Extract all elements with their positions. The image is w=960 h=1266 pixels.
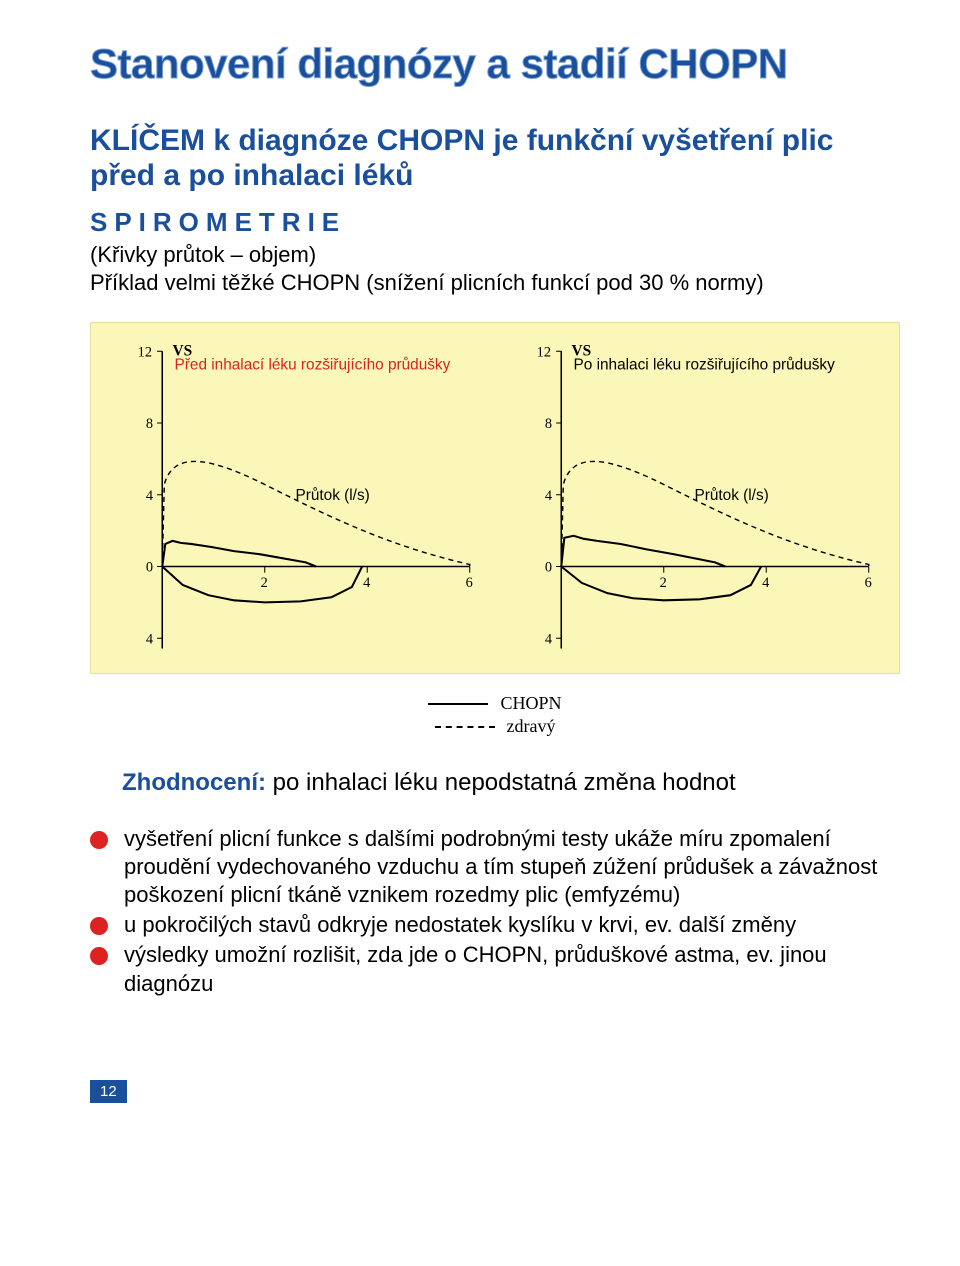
page-number: 12 xyxy=(90,1080,127,1103)
vs-label: VS xyxy=(173,342,193,359)
bullet-item: u pokročilých stavů odkryje nedostatek k… xyxy=(90,911,900,939)
y-ticks: 12 8 4 0 4 xyxy=(537,344,562,647)
assessment: Zhodnocení: po inhalaci léku nepodstatná… xyxy=(122,769,900,797)
x-ticks: 2 4 6 xyxy=(261,567,473,592)
chart-after: Po inhalaci léku rozšiřujícího průdušky … xyxy=(510,341,879,669)
lead-text: KLÍČEM k diagnóze CHOPN je funkční vyšet… xyxy=(90,124,900,193)
chopn-curve-upper xyxy=(162,541,316,567)
y-ticks: 12 8 4 0 4 xyxy=(138,344,163,647)
bullet-item: výsledky umožní rozlišit, zda jde o CHOP… xyxy=(90,941,900,997)
bullet-item: vyšetření plicní funkce s dalšími podrob… xyxy=(90,825,900,909)
chart-caption-after: Po inhalaci léku rozšiřujícího průdušky xyxy=(574,357,836,374)
legend-line-dashed xyxy=(435,726,495,728)
vs-label: VS xyxy=(572,342,592,359)
svg-text:0: 0 xyxy=(545,560,552,576)
legend-line-solid xyxy=(428,703,488,705)
flow-label: Průtok (l/s) xyxy=(695,487,769,504)
svg-text:4: 4 xyxy=(363,575,370,591)
svg-text:8: 8 xyxy=(146,416,153,432)
svg-text:6: 6 xyxy=(865,575,872,591)
svg-text:4: 4 xyxy=(146,488,153,504)
curves-label: (Křivky průtok – objem) xyxy=(90,242,900,268)
example-text: Příklad velmi těžké CHOPN (snížení plicn… xyxy=(90,270,900,296)
svg-text:4: 4 xyxy=(762,575,769,591)
page-title: Stanovení diagnózy a stadií CHOPN xyxy=(90,40,900,88)
x-ticks: 2 4 6 xyxy=(660,567,872,592)
chart-before: Před inhalací léku rozšiřujícího průdušk… xyxy=(111,341,480,669)
chopn-curve-upper xyxy=(561,536,725,567)
chart-caption-before: Před inhalací léku rozšiřujícího průdušk… xyxy=(175,357,451,374)
chart-container: Před inhalací léku rozšiřujícího průdušk… xyxy=(90,322,900,674)
assessment-label: Zhodnocení: xyxy=(122,769,266,796)
assessment-text: po inhalaci léku nepodstatná změna hodno… xyxy=(266,769,736,796)
flow-label: Průtok (l/s) xyxy=(296,487,370,504)
svg-text:12: 12 xyxy=(537,344,551,360)
svg-text:4: 4 xyxy=(146,631,153,647)
svg-text:8: 8 xyxy=(545,416,552,432)
svg-text:12: 12 xyxy=(138,344,152,360)
svg-text:6: 6 xyxy=(466,575,473,591)
legend-healthy: zdravý xyxy=(507,715,556,738)
healthy-curve xyxy=(561,461,869,566)
chart-legend: CHOPN zdravý xyxy=(90,692,900,739)
svg-text:2: 2 xyxy=(261,575,268,591)
svg-text:4: 4 xyxy=(545,631,552,647)
svg-text:4: 4 xyxy=(545,488,552,504)
legend-chopn: CHOPN xyxy=(500,692,561,715)
svg-text:0: 0 xyxy=(146,560,153,576)
spirometry-heading: SPIROMETRIE xyxy=(90,207,900,238)
healthy-curve xyxy=(162,461,470,566)
svg-text:2: 2 xyxy=(660,575,667,591)
bullet-list: vyšetření plicní funkce s dalšími podrob… xyxy=(90,825,900,998)
